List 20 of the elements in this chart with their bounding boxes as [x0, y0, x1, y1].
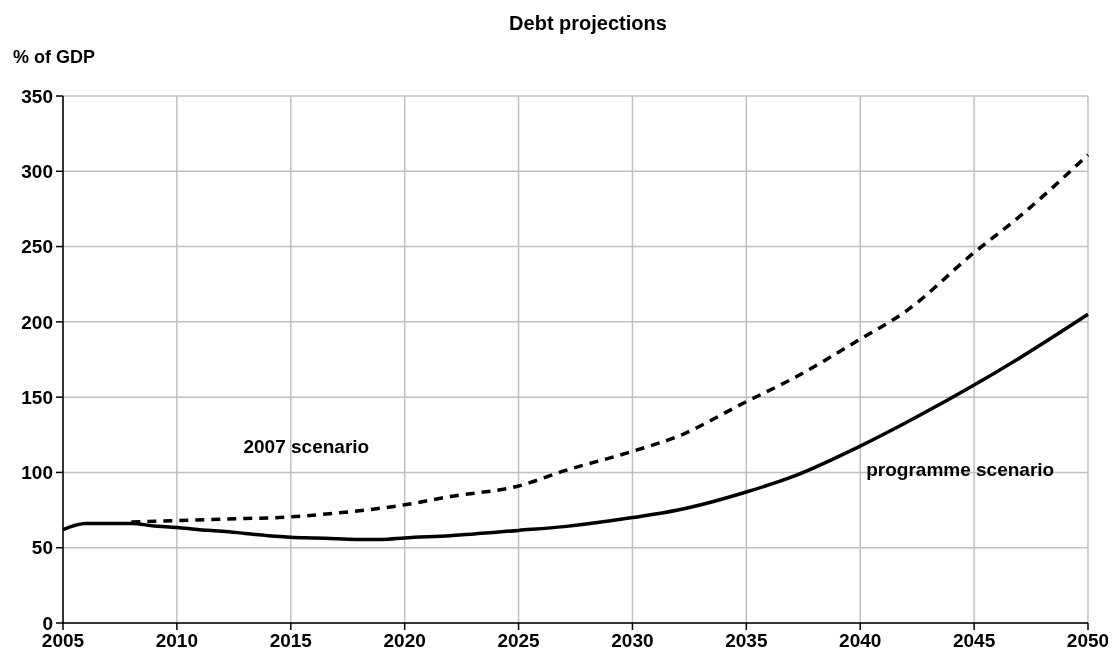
- text: 2007 scenario: [243, 436, 370, 458]
- y-tick-label: 250: [21, 236, 53, 258]
- y-tick-label: 350: [21, 85, 53, 107]
- y-tick-label: 50: [31, 537, 53, 559]
- x-tick-label: 2050: [1066, 630, 1110, 651]
- x-tick-label: 2020: [383, 630, 426, 651]
- y-tick-label: 150: [21, 386, 53, 408]
- x-tick-label: 2045: [952, 630, 996, 651]
- y-tick-label: 100: [21, 462, 53, 484]
- y-axis-title: % of GDP: [13, 47, 96, 67]
- x-tick-label: 2035: [725, 630, 768, 651]
- x-tick-label: 2025: [497, 630, 541, 651]
- x-tick-label: 2030: [611, 630, 654, 651]
- chart-title: Debt projections: [509, 12, 667, 34]
- y-tick-label: 300: [21, 160, 53, 182]
- x-tick-label: 2010: [155, 630, 199, 651]
- x-tick-label: 2015: [269, 630, 313, 651]
- x-tick-label: 2040: [839, 630, 882, 651]
- series-label: programme scenario: [866, 459, 1055, 481]
- y-tick-label: 200: [21, 311, 53, 333]
